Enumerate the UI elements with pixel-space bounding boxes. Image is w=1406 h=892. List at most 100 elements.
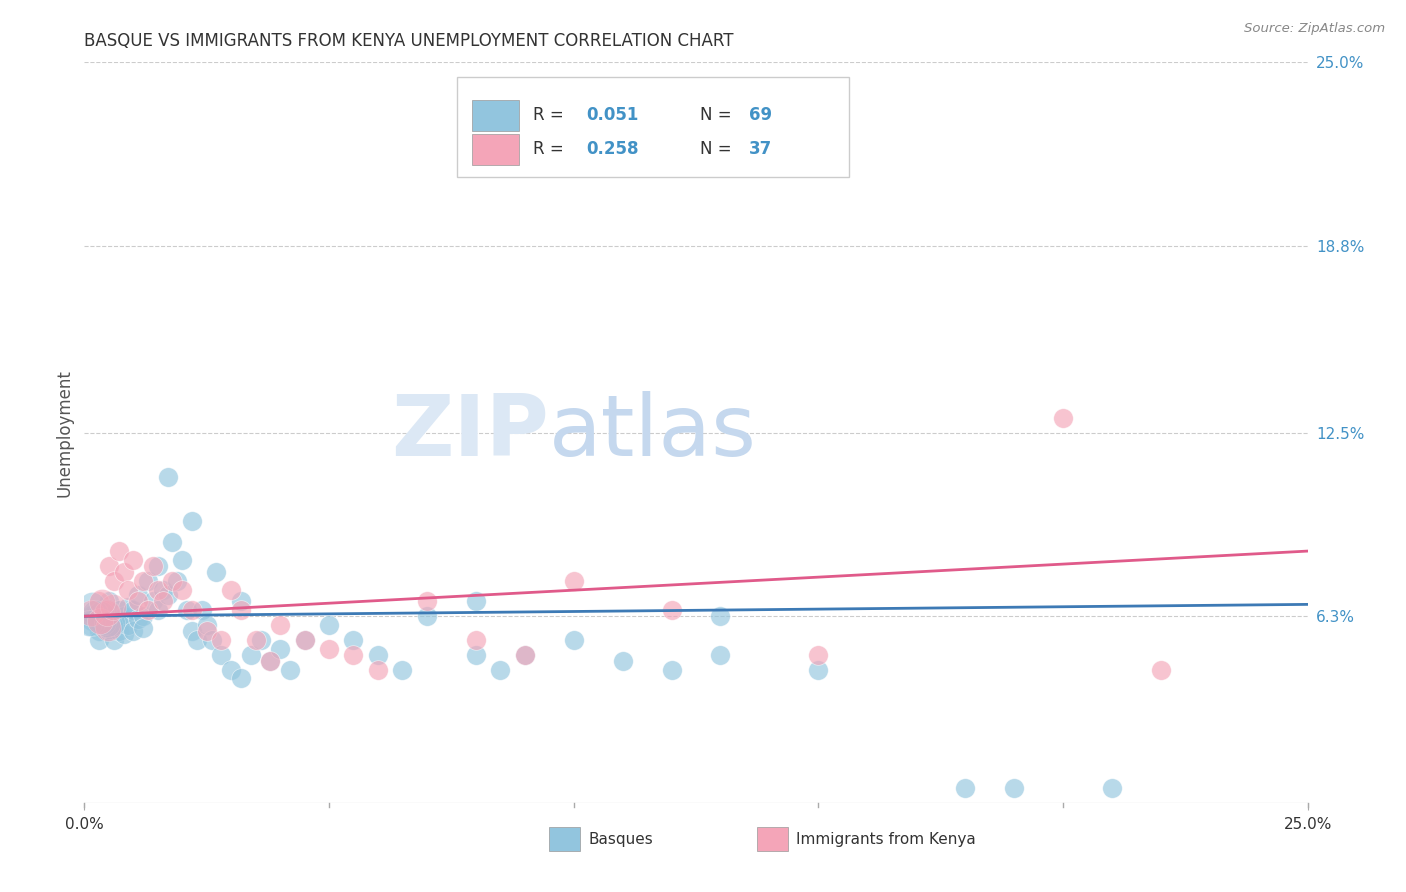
Point <box>953 780 976 795</box>
Text: Source: ZipAtlas.com: Source: ZipAtlas.com <box>1244 22 1385 36</box>
Point <box>191 603 214 617</box>
Y-axis label: Unemployment: Unemployment <box>55 368 73 497</box>
Point <box>166 574 188 588</box>
Point <box>219 582 242 597</box>
Point <box>107 618 129 632</box>
Point <box>117 600 139 615</box>
Point <box>91 595 114 609</box>
Point <box>562 632 585 647</box>
Text: R =: R = <box>533 106 569 124</box>
Point <box>416 594 439 608</box>
Text: R =: R = <box>533 140 569 158</box>
Point <box>269 618 291 632</box>
Point <box>89 612 111 626</box>
Point <box>77 615 100 630</box>
Point <box>367 663 389 677</box>
Point <box>181 603 204 617</box>
Point <box>807 663 830 677</box>
Point <box>100 615 122 630</box>
Point <box>132 609 155 624</box>
Point <box>127 594 149 608</box>
Text: ZIP: ZIP <box>391 391 550 475</box>
Point <box>83 607 105 621</box>
Point <box>93 618 115 632</box>
Point <box>489 663 512 677</box>
Point <box>112 565 135 579</box>
Point <box>87 632 110 647</box>
Point <box>1101 780 1123 795</box>
Point <box>93 603 115 617</box>
Bar <box>550 827 579 851</box>
Point <box>1002 780 1025 795</box>
Point <box>136 574 159 588</box>
Point <box>97 609 120 624</box>
Point <box>464 632 486 647</box>
Point <box>245 632 267 647</box>
Point <box>709 609 731 624</box>
Point <box>127 589 149 603</box>
Text: 0.051: 0.051 <box>586 106 638 124</box>
Point <box>80 616 103 631</box>
Point <box>1150 663 1173 677</box>
Point <box>209 648 232 662</box>
Point <box>200 632 222 647</box>
Point <box>142 558 165 573</box>
Text: Basques: Basques <box>588 831 652 847</box>
Point <box>156 470 179 484</box>
Point <box>239 648 262 662</box>
Text: Immigrants from Kenya: Immigrants from Kenya <box>796 831 976 847</box>
Point <box>1052 410 1074 425</box>
Point <box>89 615 111 629</box>
Point <box>172 582 194 597</box>
Point <box>367 648 389 662</box>
Point <box>259 654 281 668</box>
Point <box>259 654 281 668</box>
Point <box>117 582 139 597</box>
Point <box>82 598 104 612</box>
Point <box>172 553 194 567</box>
Point <box>181 624 204 638</box>
Text: N =: N = <box>700 140 737 158</box>
Point <box>807 648 830 662</box>
Point <box>612 654 634 668</box>
Point <box>181 515 204 529</box>
Point <box>97 624 120 638</box>
Point <box>87 624 110 638</box>
Point <box>80 606 103 620</box>
Point <box>464 594 486 608</box>
Point <box>229 594 252 608</box>
Point <box>91 615 114 630</box>
Point <box>209 632 232 647</box>
Point <box>122 603 145 617</box>
Point <box>96 607 118 621</box>
Point <box>83 609 105 624</box>
Point <box>294 632 316 647</box>
Bar <box>472 100 519 131</box>
Point <box>661 663 683 677</box>
Point <box>90 607 112 621</box>
Point <box>229 603 252 617</box>
Point <box>112 627 135 641</box>
Point <box>112 609 135 624</box>
Point <box>107 544 129 558</box>
Point <box>132 574 155 588</box>
Point <box>103 612 125 626</box>
Point <box>132 621 155 635</box>
Point <box>82 611 104 625</box>
Point <box>107 624 129 638</box>
Bar <box>472 134 519 165</box>
Point <box>709 648 731 662</box>
Point <box>416 609 439 624</box>
Point <box>97 558 120 573</box>
Text: BASQUE VS IMMIGRANTS FROM KENYA UNEMPLOYMENT CORRELATION CHART: BASQUE VS IMMIGRANTS FROM KENYA UNEMPLOY… <box>84 32 734 50</box>
Point <box>142 594 165 608</box>
Point <box>96 606 118 620</box>
FancyBboxPatch shape <box>457 78 849 178</box>
Point <box>162 574 184 588</box>
Point <box>96 616 118 631</box>
Point <box>146 603 169 617</box>
Point <box>513 648 536 662</box>
Point <box>205 565 228 579</box>
Point <box>318 618 340 632</box>
Point <box>195 624 218 638</box>
